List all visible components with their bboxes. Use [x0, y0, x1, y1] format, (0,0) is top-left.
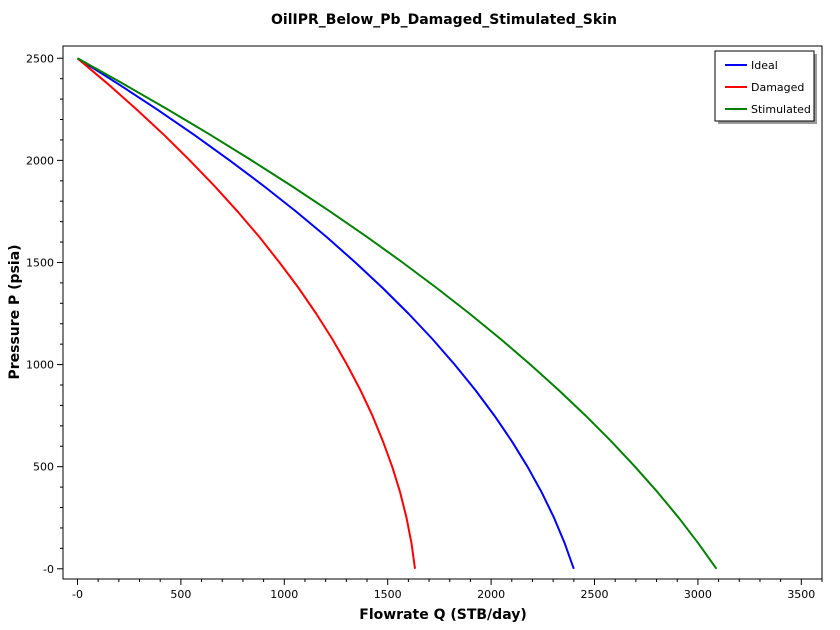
plot-frame	[62, 45, 823, 580]
legend-label-damaged: Damaged	[751, 81, 804, 94]
series-lines	[76, 57, 718, 570]
series-line-ideal	[76, 57, 575, 570]
x-axis-title: Flowrate Q (STB/day)	[359, 607, 526, 623]
x-tick-label: -0	[72, 588, 83, 601]
x-tick-label: 3000	[684, 588, 712, 601]
x-tick-label: 500	[170, 588, 191, 601]
legend: Ideal Damaged Stimulated	[714, 50, 817, 124]
y-tick-label: 1000	[26, 359, 54, 372]
x-tick-label: 1500	[374, 588, 402, 601]
x-tick-label: 3500	[787, 588, 815, 601]
x-axis: -0 500 1000 1500 2000 2500 3000 3500	[72, 579, 823, 601]
y-tick-label: 2000	[26, 154, 54, 167]
x-tick-label: 2000	[477, 588, 505, 601]
y-tick-label: 1500	[26, 256, 54, 269]
y-tick-label: -0	[43, 563, 54, 576]
legend-label-ideal: Ideal	[751, 59, 778, 72]
legend-label-stimulated: Stimulated	[751, 103, 811, 116]
y-tick-label: 500	[33, 461, 54, 474]
series-line-stimulated	[77, 57, 718, 570]
y-axis: -0 500 1000 1500 2000 2500	[26, 52, 63, 576]
y-tick-label: 2500	[26, 52, 54, 65]
x-tick-label: 1000	[270, 588, 298, 601]
y-axis-title: Pressure P (psia)	[7, 244, 23, 379]
series-line-damaged	[76, 57, 416, 569]
x-tick-label: 2500	[581, 588, 609, 601]
chart-title: OilIPR_Below_Pb_Damaged_Stimulated_Skin	[271, 12, 617, 28]
